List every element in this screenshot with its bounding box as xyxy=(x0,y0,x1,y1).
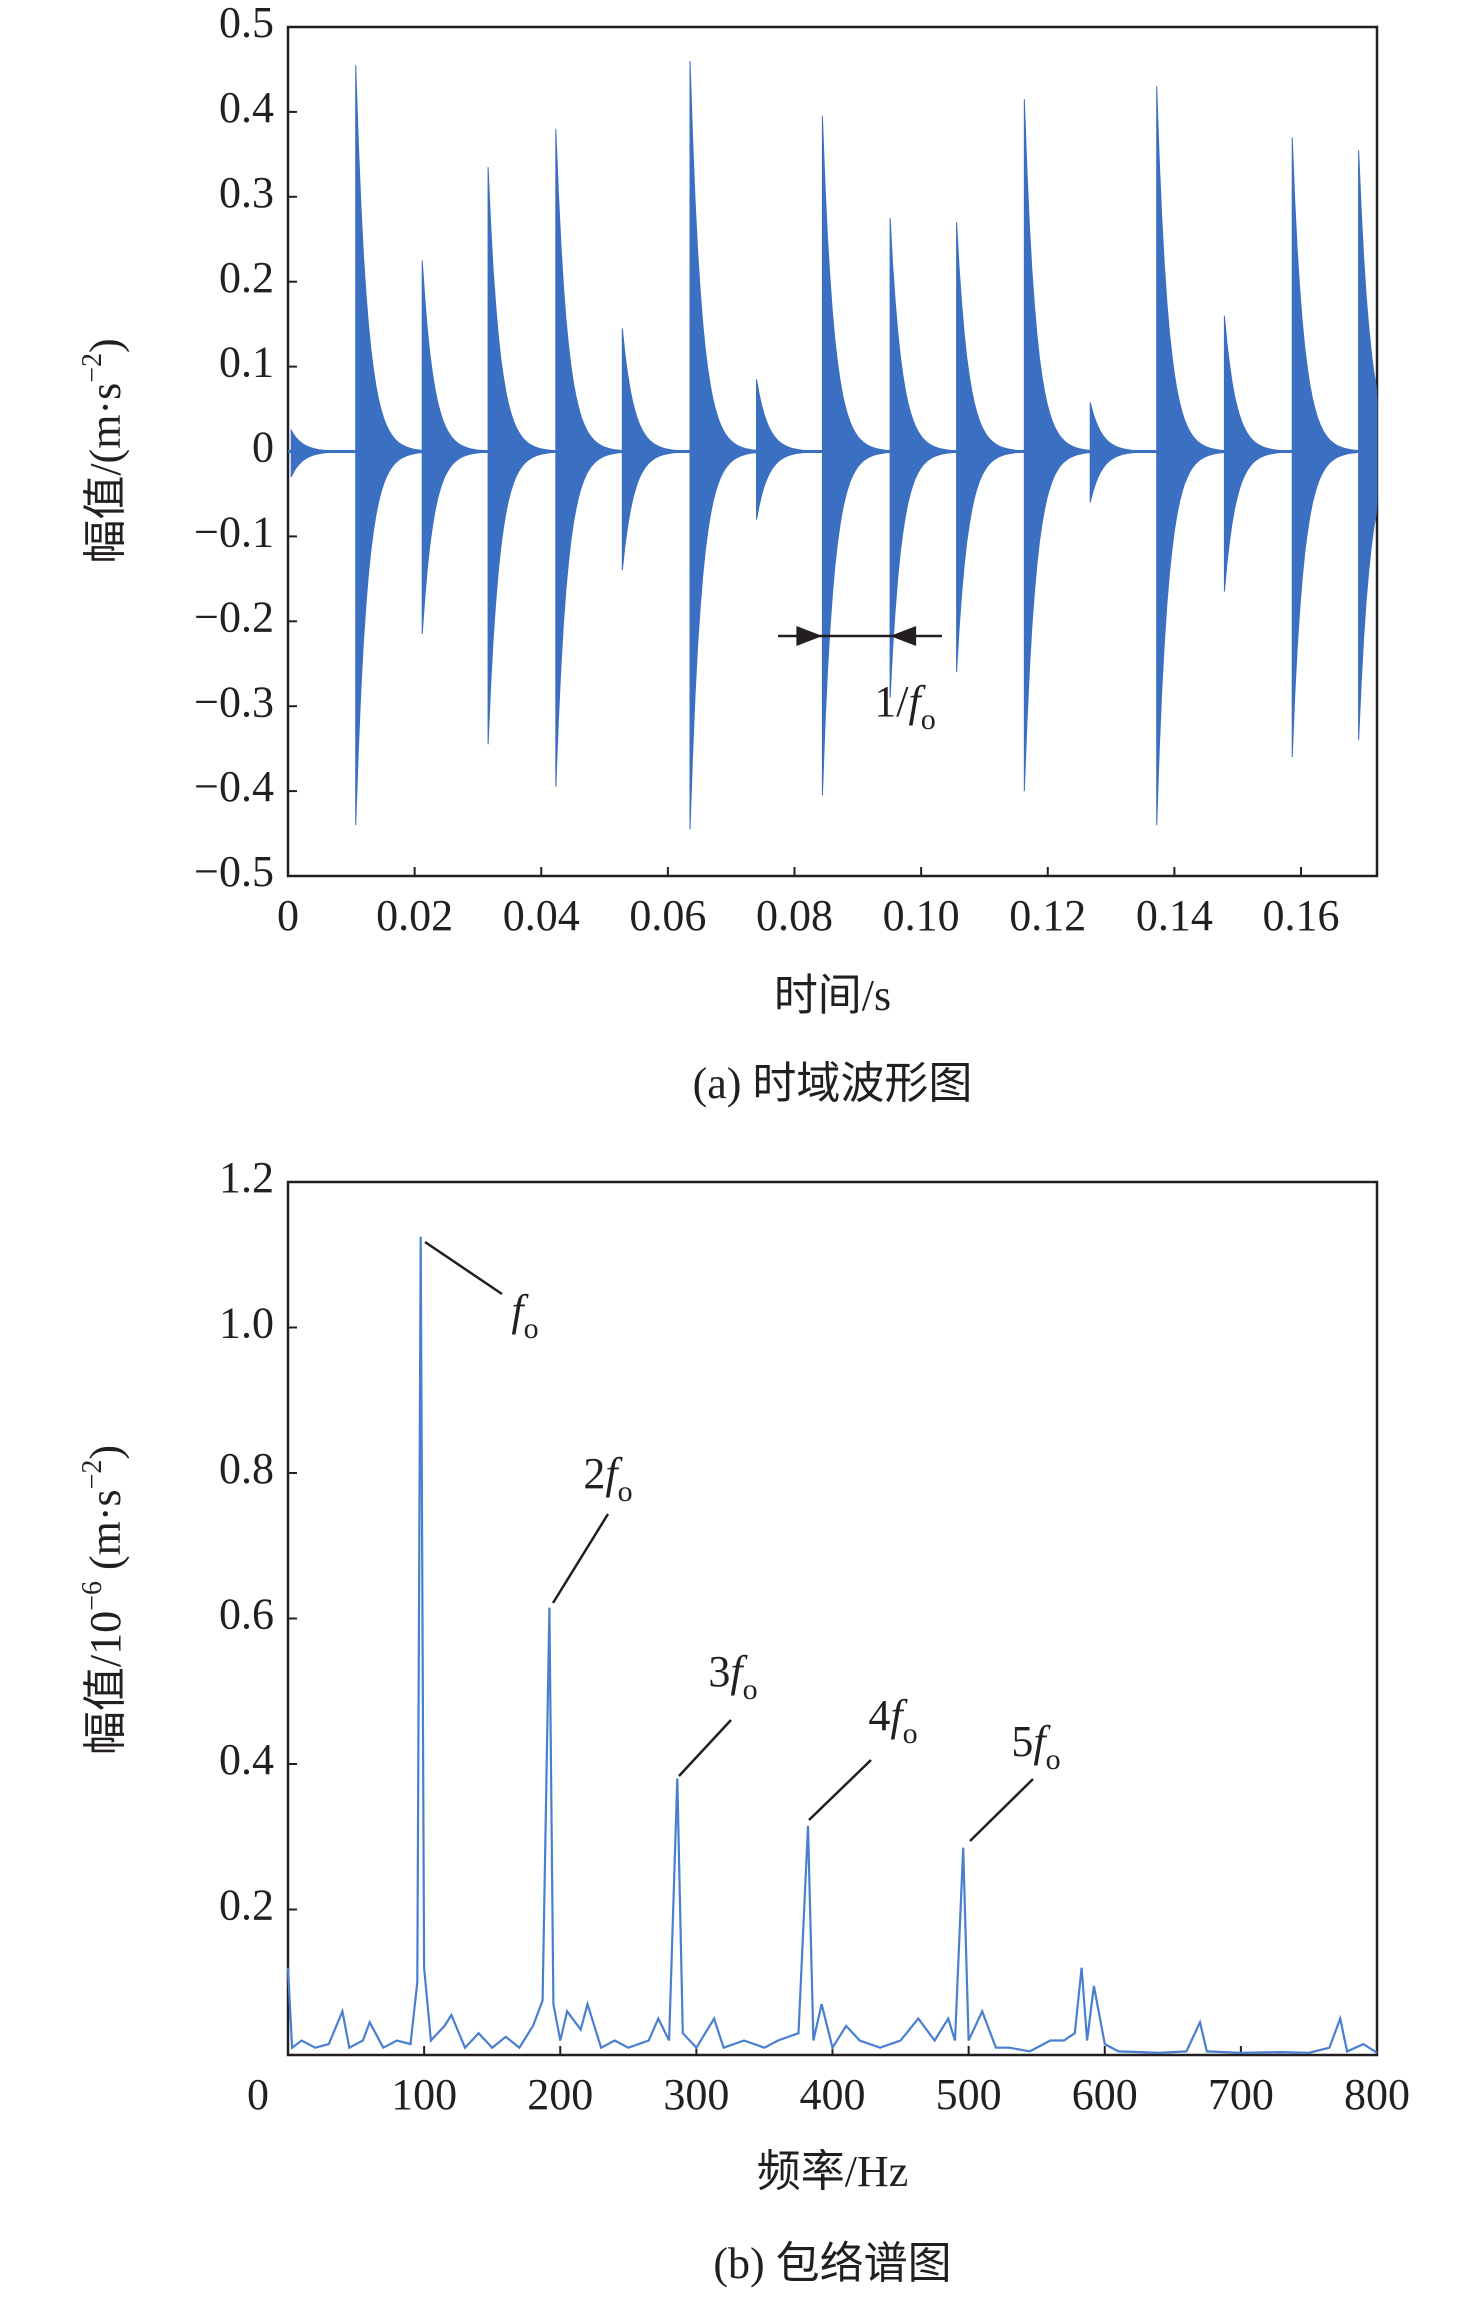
x-tick-label: 600 xyxy=(1072,2070,1138,2119)
y-tick-label: 0.6 xyxy=(219,1590,274,1639)
x-tick-label: 800 xyxy=(1344,2070,1410,2119)
y-axis-label-part: −6 xyxy=(77,1581,108,1611)
spectrum-line xyxy=(286,1236,1378,2054)
annotation-sub: o xyxy=(524,1312,539,1345)
y-axis-label-part: 幅值/10 xyxy=(81,1611,130,1755)
y-axis-label-part: ) xyxy=(81,1445,130,1460)
impulse xyxy=(956,222,1034,673)
y-tick-label: 0.2 xyxy=(219,1881,274,1930)
x-tick-label: 300 xyxy=(663,2070,729,2119)
annotation-leader xyxy=(808,1759,872,1821)
impulse xyxy=(1358,150,1378,741)
y-tick-label: 0 xyxy=(252,423,274,472)
x-tick-label: 0.02 xyxy=(376,891,453,940)
annotation: 2fo xyxy=(583,1449,632,1508)
x-tick-label: 0.04 xyxy=(503,891,580,940)
annotation-leader xyxy=(969,1778,1034,1842)
annotation-arrowhead xyxy=(796,626,823,646)
x-tick-label: 200 xyxy=(527,2070,593,2119)
y-tick-label: 0.3 xyxy=(219,168,274,217)
y-tick-label: 0.5 xyxy=(219,0,274,47)
annotation: 4fo xyxy=(868,1691,917,1750)
annotation-text: 1/ xyxy=(874,677,909,726)
y-axis-label: 幅值/10−6 (m·s−2) xyxy=(77,1445,130,1755)
x-tick-label: 100 xyxy=(391,2070,457,2119)
impulse xyxy=(1156,86,1234,826)
impulse xyxy=(1223,315,1301,592)
annotation: fo xyxy=(511,1286,538,1345)
x-tick-label: 0.10 xyxy=(883,891,960,940)
y-tick-label: 1.2 xyxy=(219,1153,274,1202)
y-tick-label: 1.0 xyxy=(219,1299,274,1348)
y-tick-label: −0.5 xyxy=(194,847,274,896)
annotation-sub: o xyxy=(743,1673,758,1706)
y-tick-label: −0.4 xyxy=(194,762,274,811)
annotation-coef: 2 xyxy=(583,1449,605,1498)
impulse xyxy=(889,217,967,698)
x-tick-label: 0.06 xyxy=(629,891,706,940)
y-tick-label: 0.4 xyxy=(219,83,274,132)
annotation: 1/fo xyxy=(874,677,935,736)
annotation-leader xyxy=(424,1240,503,1296)
annotation-coef: 3 xyxy=(708,1647,730,1696)
x-tick-label: 400 xyxy=(800,2070,866,2119)
annotation: 5fo xyxy=(1011,1717,1060,1776)
impulse xyxy=(421,260,499,635)
impulse xyxy=(1291,137,1369,758)
chart: 0 0.02 0.04 0.06 0.08 0.10 0.12 0.14 0.16−0.5−0.… xyxy=(77,0,1379,1108)
x-tick-label: 0 xyxy=(277,891,299,940)
x-tick-label: 0 xyxy=(247,2070,269,2119)
y-axis-label-part: 幅值/(m·s xyxy=(81,383,130,564)
y-axis-label-part: −2 xyxy=(77,353,108,383)
impulse xyxy=(689,60,767,830)
y-tick-label: 0.4 xyxy=(219,1735,274,1784)
impulse xyxy=(355,65,433,826)
x-tick-label: 0.16 xyxy=(1263,891,1340,940)
annotation-coef: 4 xyxy=(868,1691,890,1740)
annotation-sub: o xyxy=(903,1717,918,1750)
annotation-coef: 5 xyxy=(1011,1717,1033,1766)
chart: 0 100 200 300 400 500 600 700 800 0.2 0.4 0.6 0.8 1.0… xyxy=(77,1153,1410,2288)
impulse xyxy=(487,167,565,745)
y-axis-label: 幅值/(m·s−2) xyxy=(77,338,130,563)
x-tick-label: 500 xyxy=(936,2070,1002,2119)
impulse xyxy=(1023,99,1101,792)
x-tick-label: 0.08 xyxy=(756,891,833,940)
y-tick-label: 0.1 xyxy=(219,338,274,387)
caption: (a) 时域波形图 xyxy=(693,1059,973,1108)
y-tick-label: 0.8 xyxy=(219,1444,274,1493)
impulse xyxy=(555,128,633,787)
y-axis-label-part: ) xyxy=(81,338,130,353)
x-tick-label: 0.14 xyxy=(1136,891,1213,940)
annotation-sub: o xyxy=(618,1475,633,1508)
y-tick-label: −0.1 xyxy=(194,507,274,556)
y-axis-label-part: (m·s xyxy=(81,1489,130,1581)
annotation: 3fo xyxy=(708,1647,757,1706)
annotation-sub: o xyxy=(921,703,936,736)
x-axis-label: 频率/Hz xyxy=(757,2147,909,2196)
impulse xyxy=(621,328,699,571)
x-axis-label: 时间/s xyxy=(774,971,891,1020)
annotation-sub: o xyxy=(1046,1743,1061,1776)
plot-frame xyxy=(286,1180,1379,2057)
x-tick-label: 0.12 xyxy=(1009,891,1086,940)
impulse xyxy=(756,379,833,520)
caption: (b) 包络谱图 xyxy=(713,2239,951,2288)
annotation-leader xyxy=(551,1513,610,1604)
y-tick-label: 0.2 xyxy=(219,253,274,302)
x-tick-label: 700 xyxy=(1208,2070,1274,2119)
y-tick-label: −0.3 xyxy=(194,677,274,726)
annotation-arrowhead xyxy=(890,626,917,646)
y-tick-label: −0.2 xyxy=(194,592,274,641)
y-axis-label-part: −2 xyxy=(77,1460,108,1490)
annotation-leader xyxy=(678,1719,732,1777)
